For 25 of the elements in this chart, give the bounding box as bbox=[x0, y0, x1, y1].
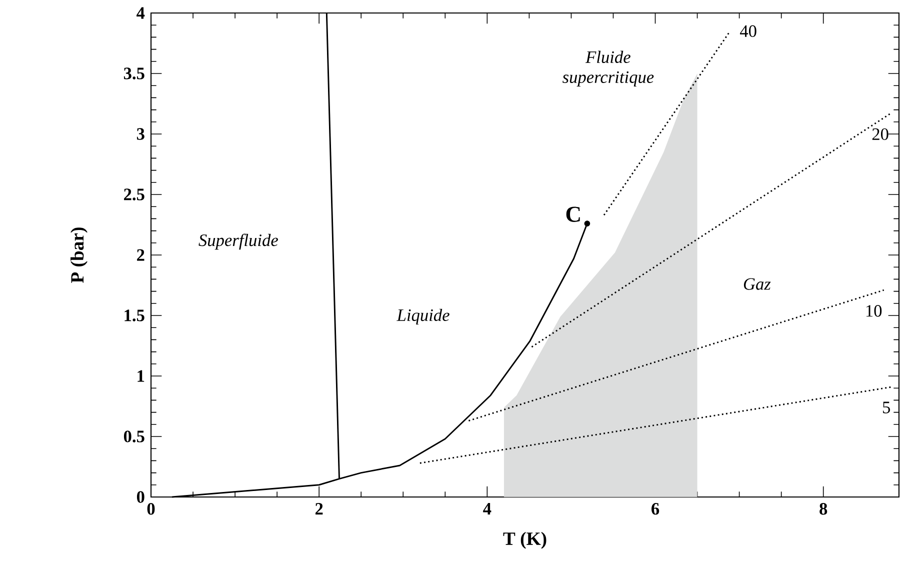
y-tick-label: 3.5 bbox=[124, 68, 144, 80]
y-tick-label: 2.5 bbox=[124, 188, 144, 200]
y-tick-label: 0.5 bbox=[124, 430, 144, 442]
x-tick-label: 2 bbox=[315, 503, 323, 515]
y-tick-label: 4 bbox=[136, 7, 145, 19]
y-axis-title: P (bar) bbox=[70, 228, 88, 283]
y-tick-label: 1.5 bbox=[124, 310, 144, 322]
y-tick-label: 2 bbox=[137, 249, 144, 261]
x-axis-title: T (K) bbox=[503, 532, 546, 549]
annotation: Gaz bbox=[744, 278, 771, 290]
annotation: Fluide supercritique bbox=[562, 50, 654, 87]
x-tick-label: 0 bbox=[147, 503, 155, 515]
annotation: 10 bbox=[866, 305, 882, 317]
annotation: 40 bbox=[740, 25, 756, 37]
x-tick-label: 8 bbox=[820, 503, 828, 515]
x-tick-label: 6 bbox=[652, 503, 660, 515]
annotation: Liquide bbox=[396, 308, 450, 325]
annotation: 5 bbox=[882, 402, 890, 414]
x-tick-label: 4 bbox=[483, 503, 492, 514]
y-tick-label: 1 bbox=[138, 370, 144, 382]
y-tick-label: 3 bbox=[136, 128, 144, 140]
annotation: C bbox=[566, 206, 580, 222]
y-tick-label: 0 bbox=[136, 491, 144, 503]
annotation: Superfluide bbox=[198, 234, 278, 250]
annotation: 20 bbox=[872, 128, 888, 140]
